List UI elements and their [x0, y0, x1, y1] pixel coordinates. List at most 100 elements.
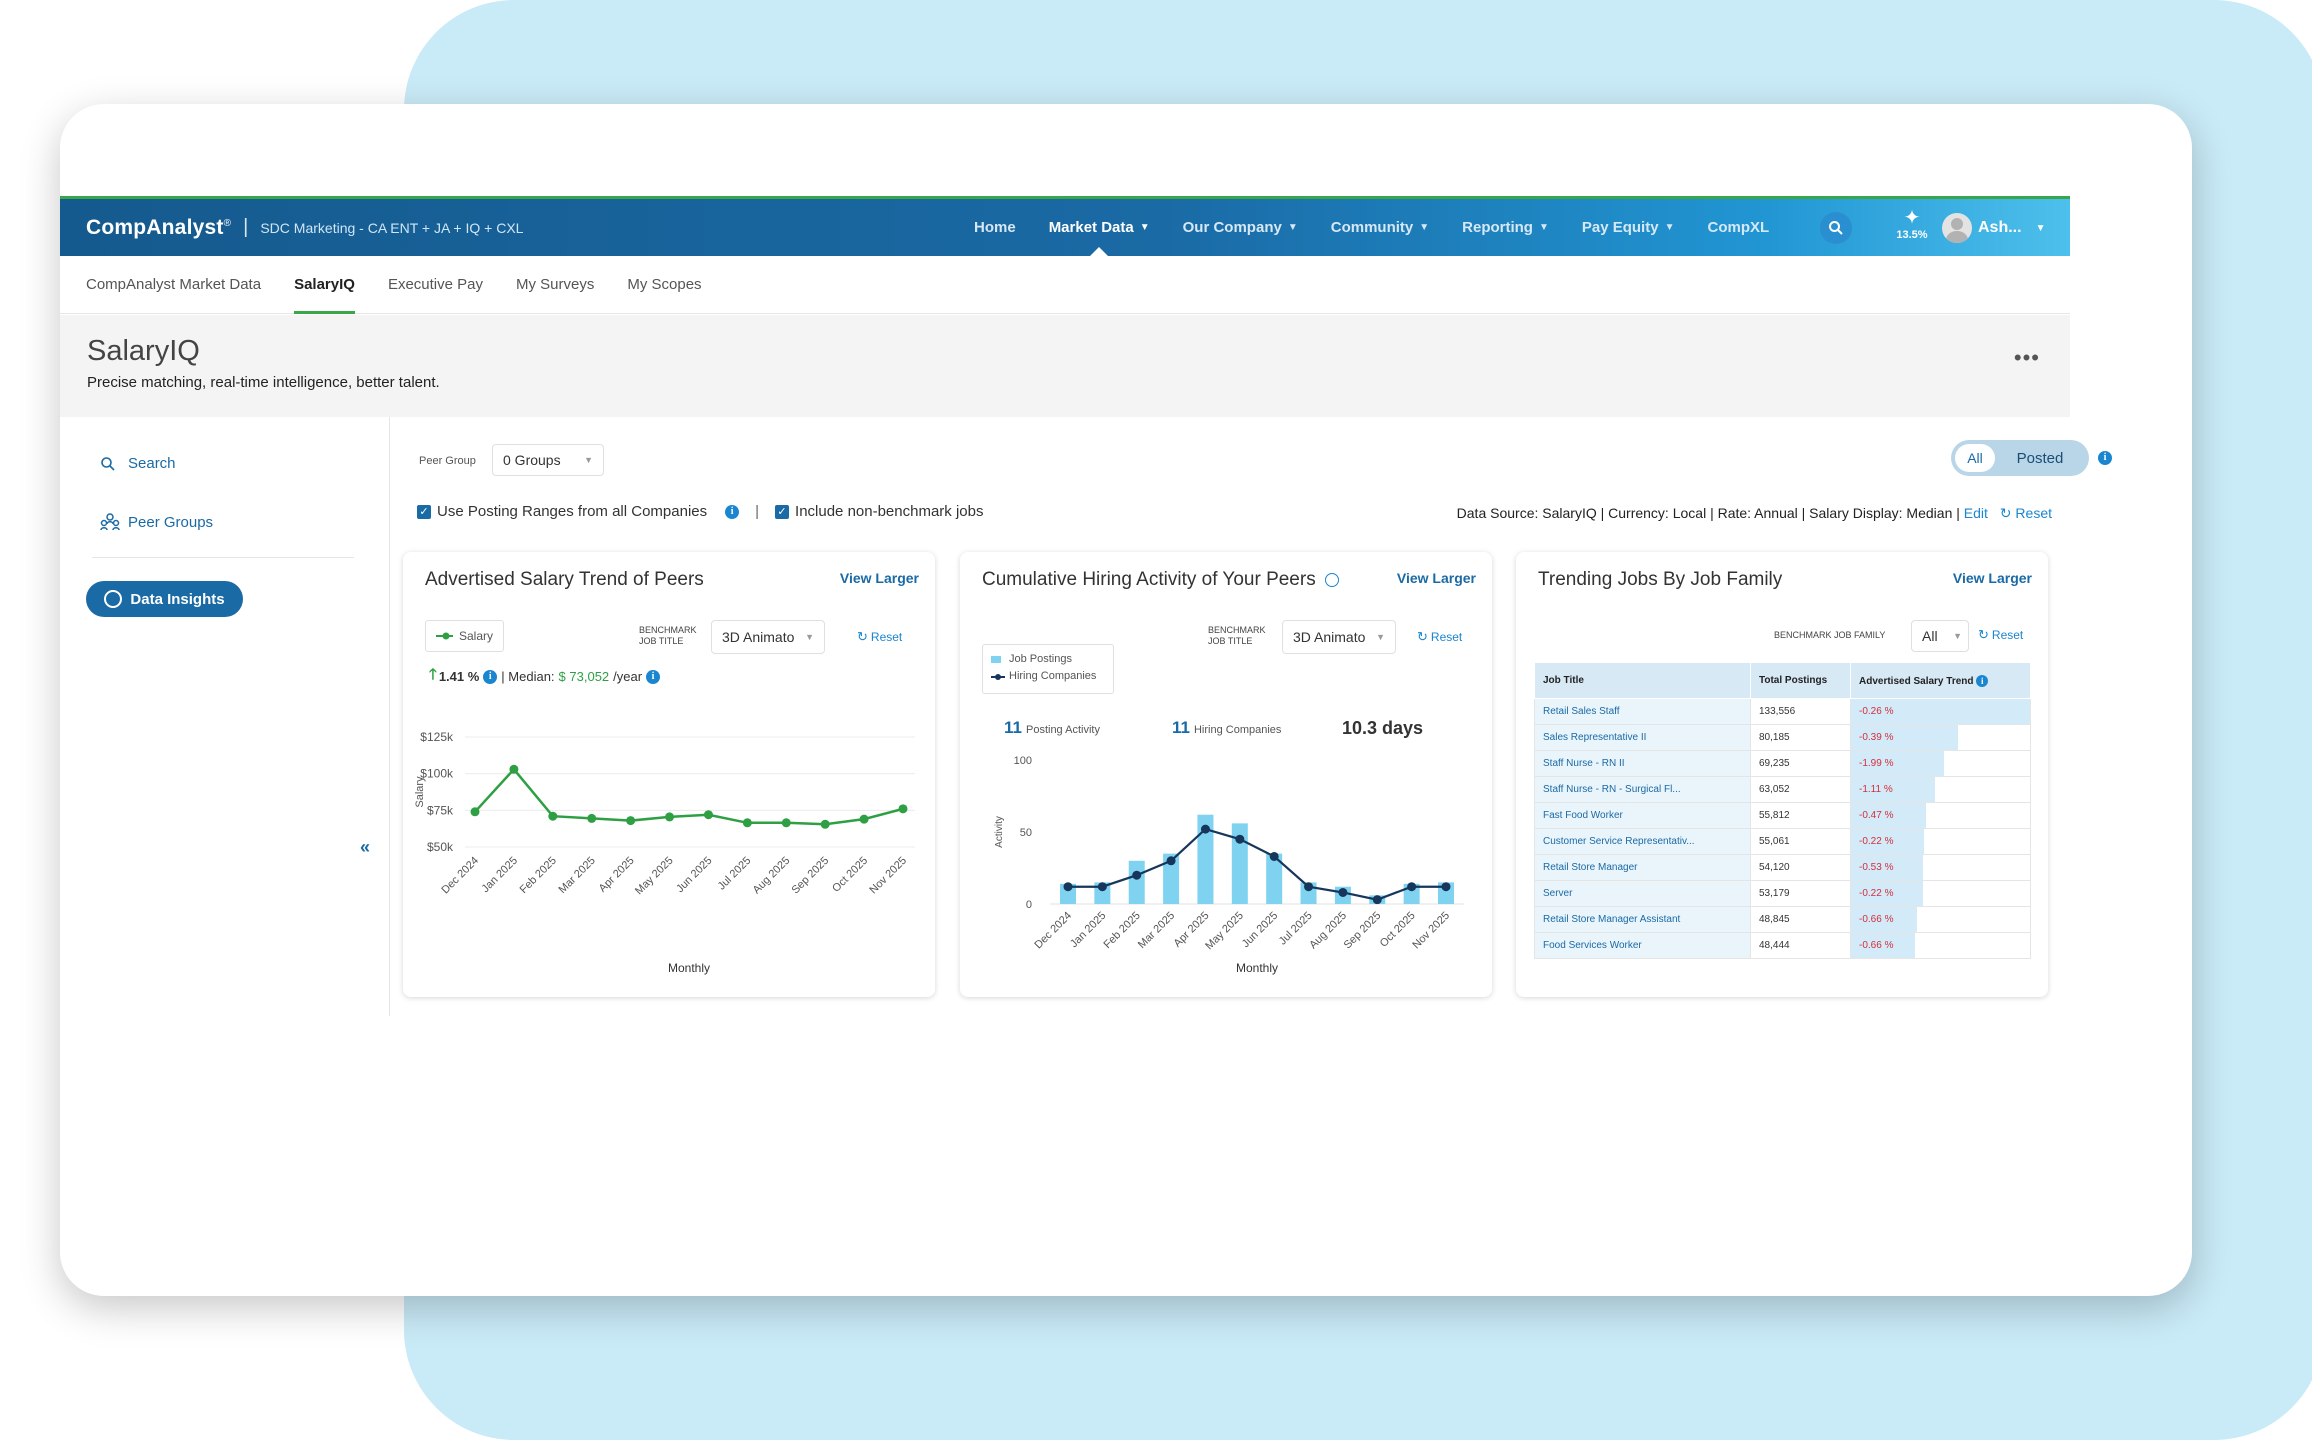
info-outline-icon[interactable]	[1325, 572, 1339, 587]
job-title-link[interactable]: Sales Representative II	[1534, 724, 1751, 751]
table-row[interactable]: Staff Nurse - RN - Surgical Fl... 63,052-…	[1534, 776, 2031, 803]
search-button[interactable]	[1820, 212, 1852, 244]
salary-trend-panel: Advertised Salary Trend of Peers View La…	[403, 552, 935, 997]
sidebar-item-peer-groups[interactable]: Peer Groups	[100, 513, 213, 531]
peer-group-select[interactable]: 0 Groups ▼	[492, 444, 604, 476]
job-title-link[interactable]: Server	[1534, 880, 1751, 907]
toggle-posted[interactable]: Posted	[2016, 449, 2064, 467]
info-icon[interactable]: i	[1976, 674, 1989, 687]
edit-link[interactable]: Edit	[1963, 505, 1988, 521]
salary-trend-value: -0.22 %	[1859, 888, 1894, 899]
nav-item-reporting[interactable]: Reporting ▼	[1462, 199, 1549, 256]
stat-value: 11	[1004, 718, 1022, 737]
nav-item-our-company[interactable]: Our Company ▼	[1183, 199, 1298, 256]
job-title-link[interactable]: Retail Store Manager Assistant	[1534, 906, 1751, 933]
total-postings: 80,185	[1750, 724, 1851, 751]
info-icon[interactable]: i	[646, 669, 661, 684]
reset-button[interactable]: ↻ Reset	[1417, 629, 1462, 645]
view-larger-link[interactable]: View Larger	[1952, 570, 2032, 586]
salary-trend-cell: -0.22 %	[1850, 828, 2031, 855]
sidebar-item-search[interactable]: Search	[100, 455, 176, 472]
table-row[interactable]: Retail Sales Staff 133,556 -0.26 %	[1534, 698, 2031, 725]
view-larger-link[interactable]: View Larger	[1396, 570, 1476, 586]
job-title-link[interactable]: Retail Store Manager	[1534, 854, 1751, 881]
brand-logo[interactable]: CompAnalyst®	[86, 215, 232, 239]
sidebar-divider	[92, 557, 354, 558]
collapse-sidebar-icon[interactable]: «	[360, 837, 371, 857]
chevron-down-icon: ▼	[1139, 222, 1150, 233]
column-header[interactable]: Advertised Salary Trend i	[1850, 662, 2031, 699]
table-row[interactable]: Customer Service Representativ... 55,061-…	[1534, 828, 2031, 855]
info-icon[interactable]: i	[725, 504, 740, 519]
tab-companalyst-market-data[interactable]: CompAnalyst Market Data	[86, 276, 262, 293]
avatar	[1942, 213, 1972, 243]
job-postings-bar	[1197, 814, 1214, 904]
chart-legend: Job Postings Hiring Companies	[982, 644, 1114, 694]
job-title-link[interactable]: Food Services Worker	[1534, 932, 1751, 959]
chevron-down-icon: ▼	[584, 455, 593, 465]
toggle-all[interactable]: All	[1955, 444, 1995, 472]
table-row[interactable]: Food Services Worker 48,444 -0.66 %	[1534, 932, 2031, 959]
tab-salaryiq[interactable]: SalaryIQ	[294, 256, 355, 314]
data-point	[1063, 882, 1073, 892]
nav-item-compxl[interactable]: CompXL	[1707, 199, 1769, 256]
page-title: SalaryIQ	[87, 335, 200, 367]
include-non-benchmark-checkbox[interactable]: ✓	[775, 504, 790, 519]
job-title-link[interactable]: Fast Food Worker	[1534, 802, 1751, 829]
more-options-icon[interactable]: •••	[2013, 345, 2040, 370]
benchmark-select[interactable]: 3D Animato ▼	[1282, 620, 1396, 654]
insights-indicator[interactable]: ✦ 13.5%	[1892, 207, 1932, 251]
user-menu[interactable]: Ash... ▼	[1942, 213, 2045, 243]
use-posting-ranges-checkbox[interactable]: ✓	[417, 504, 431, 519]
peer-group-label: Peer Group	[419, 455, 476, 467]
data-point	[509, 764, 519, 774]
job-title-link[interactable]: Staff Nurse - RN - Surgical Fl...	[1534, 776, 1751, 803]
data-point	[1166, 856, 1176, 866]
nav-item-home[interactable]: Home	[974, 199, 1016, 256]
search-icon	[100, 456, 122, 472]
search-icon	[1829, 221, 1843, 235]
median-value: $ 73,052	[558, 669, 610, 684]
benchmark-select[interactable]: 3D Animato ▼	[711, 620, 825, 654]
sidebar-item-label: Search	[128, 455, 176, 472]
tab-executive-pay[interactable]: Executive Pay	[387, 276, 483, 293]
job-family-select[interactable]: All ▼	[1911, 620, 1969, 652]
view-larger-link[interactable]: View Larger	[839, 570, 919, 586]
data-point	[548, 811, 558, 821]
data-insights-button[interactable]: Data Insights	[86, 581, 243, 617]
all-posted-toggle[interactable]: All Posted	[1951, 440, 2089, 476]
nav-item-pay-equity[interactable]: Pay Equity ▼	[1582, 199, 1675, 256]
table-row[interactable]: Retail Store Manager 54,120 -0.53 %	[1534, 854, 2031, 881]
nav-item-market-data[interactable]: Market Data ▼	[1049, 199, 1150, 256]
benchmark-label: Benchmark Job Family	[1774, 630, 1886, 640]
legend-bar-swatch	[991, 656, 1001, 663]
info-icon[interactable]: i	[483, 669, 498, 684]
info-icon[interactable]: i	[2098, 451, 2112, 465]
table-row[interactable]: Retail Store Manager Assistant 48,845 -0.6…	[1534, 906, 2031, 933]
reset-button[interactable]: ↻ Reset	[1978, 627, 2023, 643]
data-point	[859, 814, 869, 824]
reset-link[interactable]: Reset	[2015, 505, 2052, 521]
job-title-link[interactable]: Customer Service Representativ...	[1534, 828, 1751, 855]
column-header[interactable]: Job Title	[1534, 662, 1751, 699]
table-row[interactable]: Staff Nurse - RN II 69,235 -1.99 %	[1534, 750, 2031, 777]
tab-my-scopes[interactable]: My Scopes	[627, 276, 702, 293]
stat-days: 10.3 days	[1342, 718, 1424, 738]
job-title-link[interactable]: Retail Sales Staff	[1534, 698, 1751, 725]
total-postings: 63,052	[1750, 776, 1851, 803]
table-row[interactable]: Fast Food Worker 55,812 -0.47 %	[1534, 802, 2031, 829]
job-title-link[interactable]: Staff Nurse - RN II	[1534, 750, 1751, 777]
table-row[interactable]: Sales Representative II 80,185 -0.39 %	[1534, 724, 2031, 751]
panel-title: Advertised Salary Trend of Peers	[425, 569, 704, 590]
reset-button[interactable]: ↻ Reset	[857, 629, 902, 645]
x-tick-label: Mar 2025	[1136, 910, 1177, 951]
sidebar-item-label: Peer Groups	[128, 513, 214, 531]
total-postings: 69,235	[1750, 750, 1851, 777]
table-row[interactable]: Server 53,179 -0.22 %	[1534, 880, 2031, 907]
nav-item-community[interactable]: Community ▼	[1331, 199, 1429, 256]
column-header[interactable]: Total Postings	[1750, 662, 1851, 699]
total-postings: 55,812	[1750, 802, 1851, 829]
tab-my-surveys[interactable]: My Surveys	[516, 276, 595, 293]
